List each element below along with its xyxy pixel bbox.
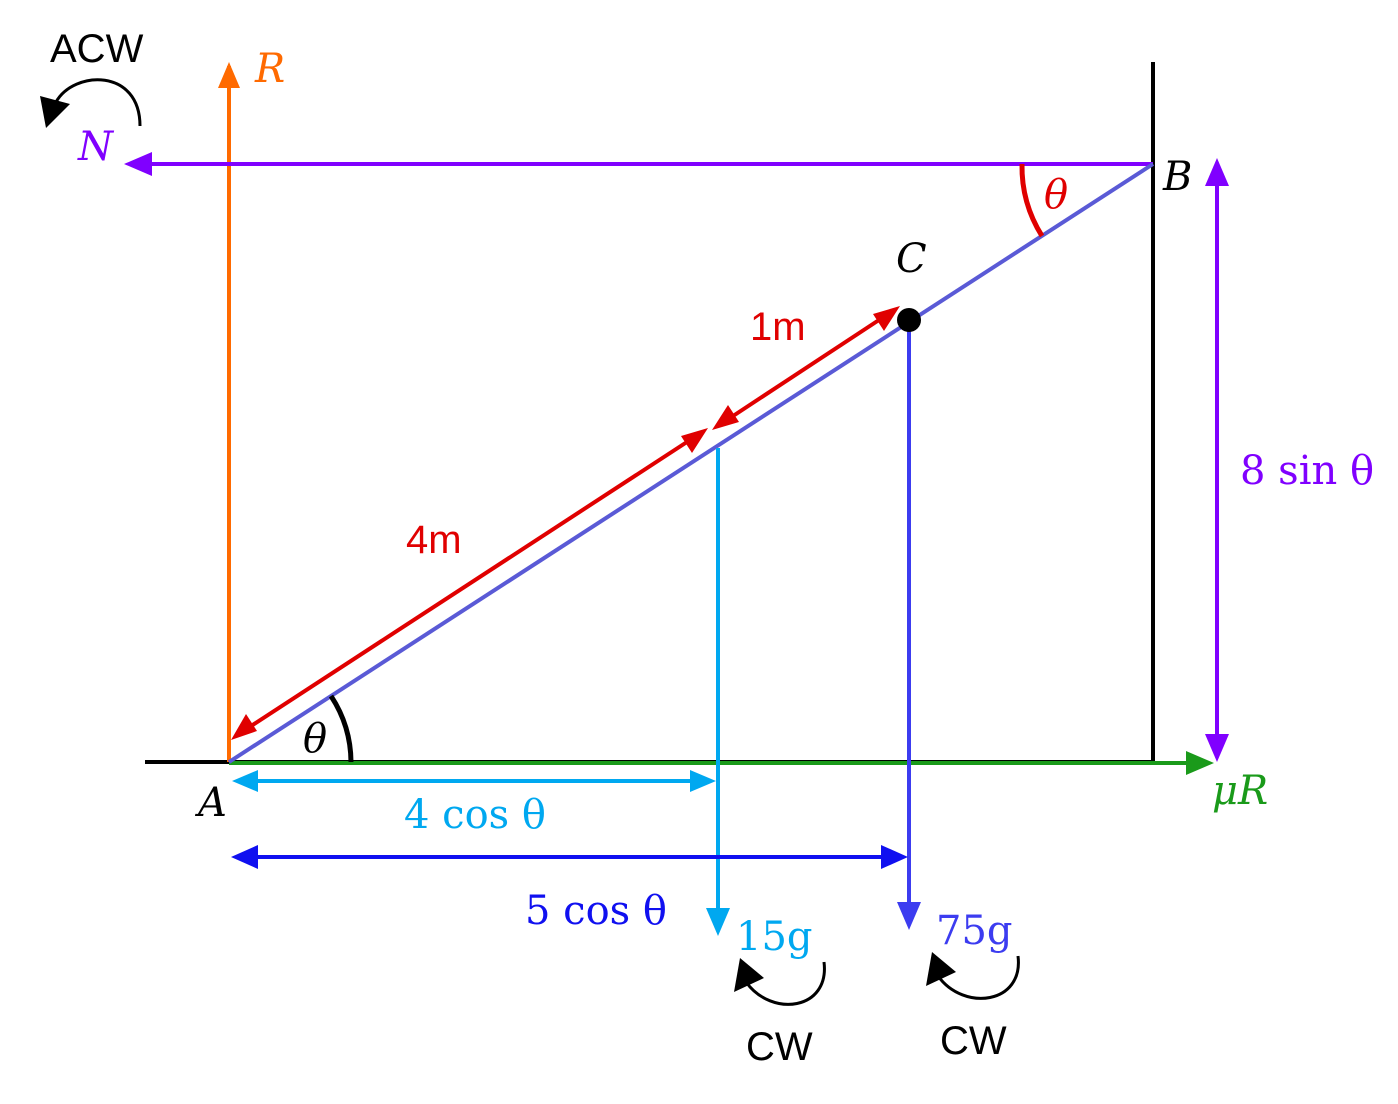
theta-a-label: θ	[303, 716, 327, 762]
c-label: C	[896, 236, 927, 282]
cw-right-label: CW	[940, 1019, 1007, 1063]
fifteen-g-label: 15g	[736, 914, 813, 960]
weight-15g-arrowhead	[706, 908, 730, 936]
cw-left-label: CW	[746, 1025, 813, 1069]
seventy-five-g-label: 75g	[936, 908, 1013, 954]
acw-label: ACW	[50, 27, 144, 71]
cw-left-rotation-arrowhead	[734, 958, 764, 992]
distance-4m-arrowhead-a	[231, 714, 257, 740]
ladder-line	[227, 162, 1155, 764]
distance-5cos-arrowhead-right	[881, 845, 908, 869]
acw-rotation-arc	[54, 78, 142, 127]
theta-b-label: θ	[1044, 172, 1068, 218]
one-m-label: 1m	[750, 305, 806, 349]
distance-5cos-arrowhead-left	[231, 845, 258, 869]
distance-4cos-arrowhead-left	[232, 770, 258, 792]
four-cos-label: 4 cos θ	[404, 792, 546, 838]
angle-arc-b	[1019, 163, 1045, 238]
four-m-label: 4m	[406, 518, 462, 562]
height-arrowhead-top	[1205, 158, 1229, 186]
point-c-dot	[897, 308, 921, 332]
cw-right-rotation-arrowhead	[926, 952, 956, 986]
friction-mur-arrowhead	[1186, 751, 1214, 775]
cw-right-rotation-arc	[936, 955, 1020, 1000]
acw-rotation-arrowhead	[40, 96, 70, 128]
height-arrowhead-bottom	[1205, 734, 1229, 762]
reaction-r-arrowhead	[218, 62, 240, 88]
r-label: R	[254, 46, 285, 92]
distance-4m-arrow	[246, 438, 692, 730]
cw-left-rotation-arc	[744, 961, 826, 1006]
distance-1m-arrow	[728, 316, 884, 420]
normal-n-arrowhead	[124, 152, 152, 176]
distance-4m-arrowhead-d	[681, 428, 708, 453]
five-cos-label: 5 cos θ	[525, 888, 667, 934]
a-label: A	[194, 780, 227, 826]
angle-arc-a	[328, 694, 354, 763]
distance-1m-arrowhead-d	[712, 405, 739, 430]
n-label: N	[77, 124, 115, 170]
distance-4cos-arrowhead-right	[690, 770, 716, 792]
distance-1m-arrowhead-c	[873, 306, 900, 331]
eight-sin-label: 8 sin θ	[1240, 448, 1374, 494]
b-label: B	[1162, 154, 1192, 200]
weight-75g-arrowhead	[897, 902, 921, 930]
mu-r-label: μR	[1212, 768, 1268, 814]
